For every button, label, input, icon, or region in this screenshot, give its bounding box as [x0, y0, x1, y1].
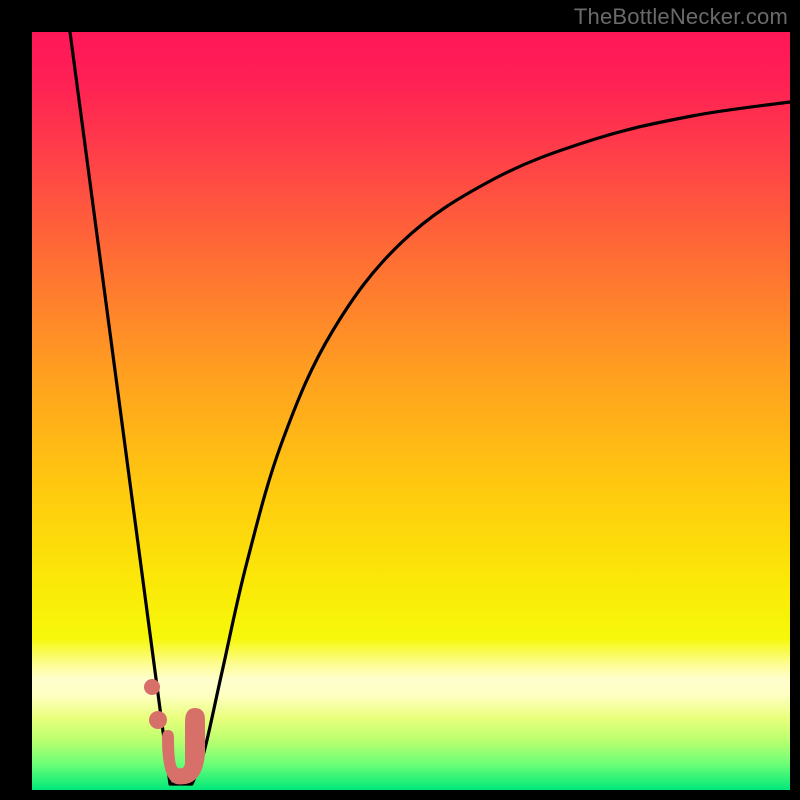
gradient-background	[32, 32, 790, 790]
plot-frame	[32, 32, 790, 790]
plot-svg	[32, 32, 790, 790]
marker-dot-1	[149, 711, 167, 729]
watermark-text: TheBottleNecker.com	[574, 4, 788, 30]
marker-dot-0	[144, 679, 160, 695]
root: TheBottleNecker.com	[0, 0, 800, 800]
